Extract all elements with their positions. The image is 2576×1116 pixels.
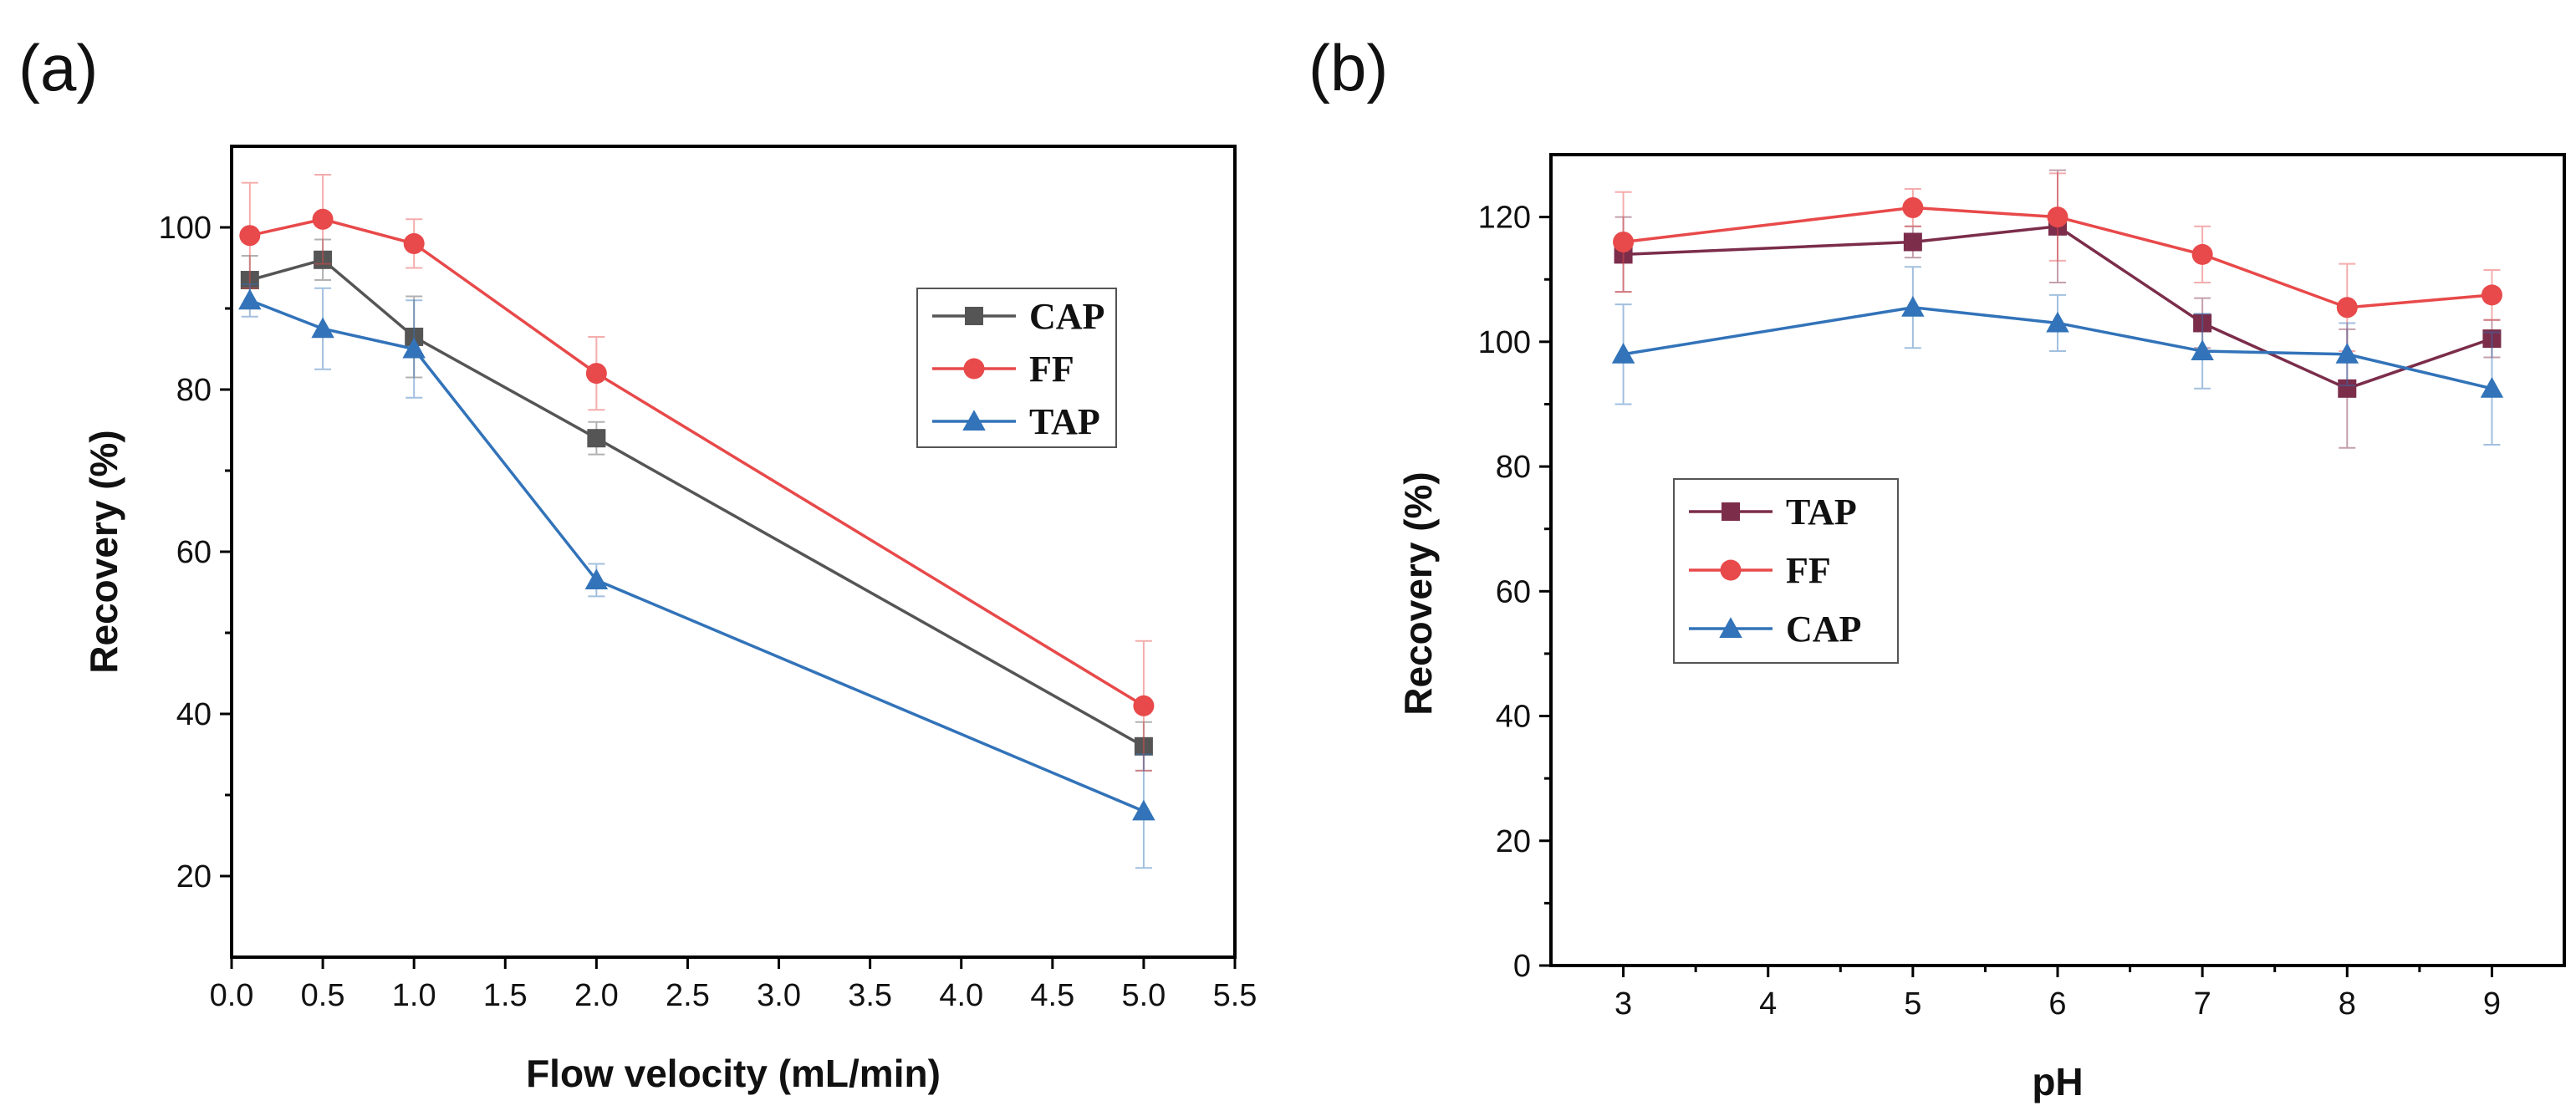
panel-a-point-ff bbox=[585, 363, 607, 385]
panel-a-legend: CAP FF TAP bbox=[916, 288, 1117, 448]
panel-a-x-tick-label: 5.5 bbox=[1213, 978, 1257, 1013]
panel-b-point-cap bbox=[2191, 339, 2214, 361]
panel-b-point-cap bbox=[2046, 311, 2069, 333]
panel-a-point-tap bbox=[311, 317, 334, 339]
panel-b-x-tick-label: 8 bbox=[2339, 986, 2356, 1022]
panel-a-ticks: 0.0 0.5 1.0 1.5 2.0 2.5 3.0 3.5 4.0 4.5 5.0 5.5 20 40… bbox=[159, 211, 1257, 1013]
panel-a-y-tick-label: 80 bbox=[176, 373, 212, 408]
panel-a-x-tick-label: 4.0 bbox=[939, 978, 983, 1013]
panel-b-x-tick-label: 5 bbox=[1904, 986, 1921, 1022]
panel-b-x-tick-label: 6 bbox=[2048, 986, 2066, 1022]
panel-a-point-tap bbox=[584, 568, 609, 589]
panel-a-x-tick-label: 1.5 bbox=[483, 978, 528, 1013]
panel-b-series-ff bbox=[1613, 172, 2502, 353]
panel-b-point-cap bbox=[1611, 343, 1635, 364]
panel-b-y-tick-label: 20 bbox=[1496, 824, 1531, 859]
panel-b-x-tick-label: 4 bbox=[1759, 986, 1777, 1022]
panel-a-point-cap bbox=[587, 429, 606, 448]
panel-b-ticks: 3 4 5 6 7 8 9 0 20 40 60 80 100 120 bbox=[1478, 201, 2501, 1022]
panel-b-legend-marker-tap bbox=[1722, 502, 1740, 521]
panel-a-point-tap bbox=[402, 337, 426, 359]
panel-b-y-tick-label: 0 bbox=[1513, 949, 1531, 984]
panel-a-y-tick-label: 60 bbox=[176, 535, 212, 570]
panel-b-point-ff bbox=[2481, 284, 2502, 306]
panel-a-point-ff bbox=[403, 232, 425, 254]
panel-b-x-tick-label: 9 bbox=[2483, 986, 2501, 1022]
panel-a-point-ff bbox=[239, 225, 261, 247]
panel-a-x-tick-label: 2.5 bbox=[666, 978, 710, 1013]
panel-b-series-tap bbox=[1614, 169, 2502, 449]
panel-a-series-ff bbox=[239, 173, 1155, 772]
panel-a-x-tick-label: 2.0 bbox=[574, 978, 619, 1013]
panel-b-point-tap bbox=[2193, 313, 2212, 333]
panel-a-x-tick-label: 4.5 bbox=[1030, 978, 1074, 1013]
panel-b-point-cap bbox=[2480, 377, 2504, 398]
panel-b-point-tap bbox=[2338, 379, 2357, 398]
panel-b: (b) 3 4 5 6 7 8 9 0 20 40 60 80 100 120 pH Recovery (… bbox=[1308, 31, 2566, 1103]
panel-b-x-tick-label: 7 bbox=[2194, 986, 2211, 1022]
panel-a-label: (a) bbox=[18, 31, 98, 104]
panel-a-point-cap bbox=[405, 327, 424, 346]
panel-b-x-axis-title: pH bbox=[2032, 1060, 2083, 1103]
panel-b-point-ff bbox=[2336, 297, 2358, 318]
panel-a-y-tick-label: 40 bbox=[176, 697, 212, 732]
panel-b-legend-label-tap: TAP bbox=[1786, 492, 1857, 533]
panel-a: (a) 0.0 0.5 1.0 1.5 2.0 2.5 3.0 3.5 4.0 4.5 5.0 5.5… bbox=[18, 31, 1257, 1095]
panel-a-legend-label-tap: TAP bbox=[1029, 401, 1100, 442]
panel-b-y-tick-label: 40 bbox=[1496, 700, 1531, 735]
panel-b-series bbox=[1611, 169, 2504, 449]
panel-b-label: (b) bbox=[1308, 31, 1388, 104]
panel-b-y-tick-label: 100 bbox=[1478, 325, 1531, 360]
panel-a-series bbox=[238, 173, 1155, 869]
panel-a-legend-marker-tap bbox=[962, 410, 986, 431]
panel-b-line-cap bbox=[1623, 306, 2492, 390]
panel-a-point-ff bbox=[1133, 695, 1155, 716]
panel-a-point-cap bbox=[240, 271, 259, 290]
panel-b-x-tick-label: 3 bbox=[1614, 986, 1632, 1022]
panel-b-legend-label-cap: CAP bbox=[1786, 609, 1861, 650]
panel-b-legend-marker-cap bbox=[1719, 617, 1742, 638]
panel-b-point-cap bbox=[2335, 343, 2359, 364]
panel-a-point-tap bbox=[1132, 799, 1155, 821]
panel-a-plot-frame bbox=[230, 145, 1237, 959]
panel-a-point-cap bbox=[314, 250, 333, 269]
panel-a-x-tick-label: 5.0 bbox=[1121, 978, 1166, 1013]
panel-a-x-tick-label: 1.0 bbox=[392, 978, 436, 1013]
panel-a-legend-marker-cap bbox=[965, 307, 983, 325]
panel-a-series-tap bbox=[238, 283, 1155, 869]
panel-b-legend-label-ff: FF bbox=[1786, 550, 1831, 591]
panel-b-y-tick-label: 80 bbox=[1496, 450, 1531, 485]
panel-a-x-tick-label: 3.0 bbox=[757, 978, 801, 1013]
panel-a-legend-marker-ff bbox=[963, 358, 985, 380]
panel-b-line-ff bbox=[1623, 206, 2492, 309]
panel-b-series-cap bbox=[1611, 266, 2504, 446]
panel-b-point-ff bbox=[1613, 231, 1635, 252]
panel-a-x-tick-label: 0.5 bbox=[301, 978, 345, 1013]
panel-a-legend-label-cap: CAP bbox=[1029, 296, 1104, 337]
panel-b-point-tap bbox=[1903, 232, 1922, 252]
panel-a-y-tick-label: 100 bbox=[159, 211, 212, 246]
panel-b-point-ff bbox=[2191, 243, 2213, 265]
panel-a-y-axis-title: Recovery (%) bbox=[82, 430, 125, 673]
panel-a-y-tick-label: 20 bbox=[176, 859, 212, 894]
panel-b-point-ff bbox=[2047, 206, 2068, 228]
panel-b-point-ff bbox=[1902, 196, 1924, 218]
panel-a-x-tick-label: 0.0 bbox=[210, 978, 254, 1013]
panel-b-y-tick-label: 60 bbox=[1496, 574, 1531, 609]
panel-b-point-cap bbox=[1901, 296, 1925, 317]
panel-a-point-tap bbox=[238, 288, 262, 310]
panel-a-x-axis-title: Flow velocity (mL/min) bbox=[526, 1052, 941, 1095]
panel-a-point-ff bbox=[312, 208, 334, 230]
panel-b-legend: TAP FF CAP bbox=[1673, 478, 1899, 664]
panel-b-line-tap bbox=[1623, 224, 2492, 390]
panel-b-legend-marker-ff bbox=[1720, 559, 1742, 581]
panel-b-y-axis-title: Recovery (%) bbox=[1396, 471, 1440, 715]
panel-b-point-tap bbox=[2482, 329, 2502, 349]
panel-a-legend-label-ff: FF bbox=[1029, 349, 1074, 390]
panel-a-point-cap bbox=[1134, 736, 1153, 756]
panel-b-y-tick-label: 120 bbox=[1478, 201, 1531, 236]
panel-a-x-tick-label: 3.5 bbox=[848, 978, 892, 1013]
